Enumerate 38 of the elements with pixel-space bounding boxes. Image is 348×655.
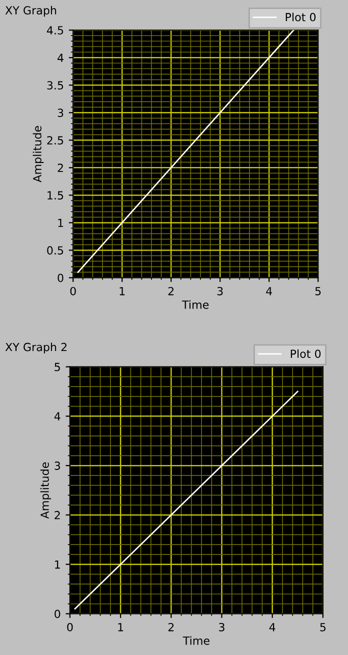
y-tick-label: 2.5 bbox=[47, 136, 64, 145]
y-tick-label: 0.5 bbox=[47, 246, 64, 255]
y-axis-title: Amplitude bbox=[40, 462, 52, 519]
x-tick-label: 5 bbox=[315, 287, 321, 296]
y-tick-label: 3 bbox=[54, 462, 60, 470]
x-tick-label: 1 bbox=[120, 287, 125, 296]
x-tick-label: 2 bbox=[168, 622, 174, 632]
y-tick-label: 4 bbox=[54, 412, 60, 420]
y-tick-label: 0 bbox=[58, 274, 64, 282]
y-tick-label: 1 bbox=[55, 560, 60, 569]
legend-label: Plot 0 bbox=[286, 12, 316, 22]
x-axis-title: Time bbox=[182, 300, 209, 309]
y-axis-title: Amplitude bbox=[32, 126, 44, 182]
y-tick-label: 1 bbox=[58, 218, 64, 227]
x-tick-label: 4 bbox=[266, 287, 272, 296]
chart-title: XY Graph bbox=[5, 6, 56, 17]
y-tick-label: 3.5 bbox=[47, 81, 64, 90]
x-axis-title: Time bbox=[182, 636, 210, 645]
y-tick-label: 5 bbox=[54, 362, 60, 372]
x-tick-label: 3 bbox=[219, 622, 224, 632]
x-tick-label: 3 bbox=[217, 286, 223, 296]
y-tick-label: 2 bbox=[58, 164, 63, 172]
line-series bbox=[74, 390, 298, 610]
x-tick-label: 1 bbox=[118, 623, 124, 632]
legend-label: Plot 0 bbox=[290, 349, 321, 358]
y-tick-label: 2 bbox=[54, 510, 60, 520]
x-tick-label: 5 bbox=[320, 623, 326, 632]
y-tick-label: 4.5 bbox=[46, 26, 64, 35]
line-series bbox=[77, 30, 294, 273]
y-tick-label: 4 bbox=[58, 54, 64, 62]
y-tick-label: 3 bbox=[58, 108, 64, 118]
x-tick-label: 4 bbox=[269, 623, 276, 632]
chart-title: XY Graph 2 bbox=[5, 342, 66, 354]
x-tick-label: 0 bbox=[67, 622, 73, 632]
x-tick-label: 0 bbox=[70, 286, 76, 296]
y-tick-label: 0 bbox=[54, 610, 60, 618]
x-tick-label: 2 bbox=[168, 286, 174, 296]
y-tick-label: 1.5 bbox=[48, 191, 64, 200]
